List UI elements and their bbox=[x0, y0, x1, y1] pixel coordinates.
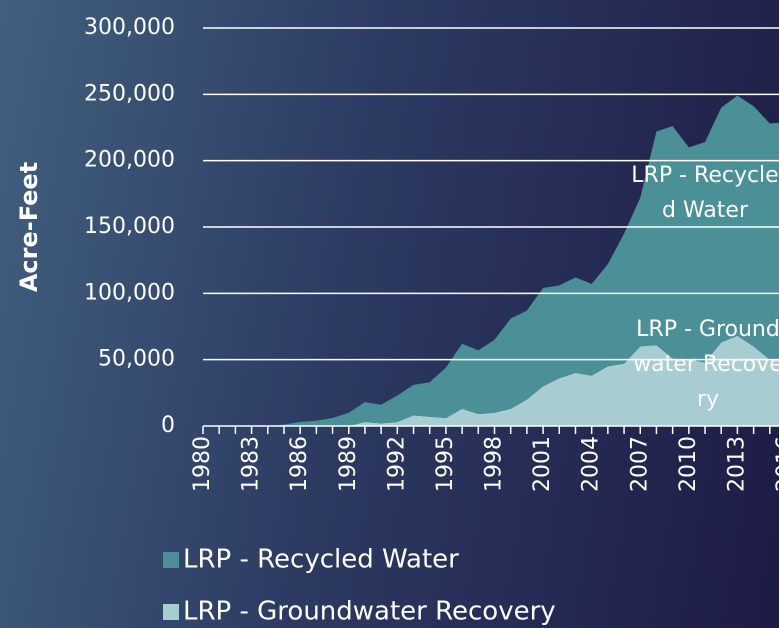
x-tick-label: 1998 bbox=[482, 436, 507, 492]
x-tick-label: 2001 bbox=[530, 436, 555, 492]
area-label: LRP - Groundwater Recovery bbox=[633, 317, 779, 412]
y-tick-label: 50,000 bbox=[98, 347, 175, 372]
legend-swatch bbox=[163, 552, 179, 568]
legend-swatch bbox=[163, 604, 179, 620]
legend-label: LRP - Groundwater Recovery bbox=[183, 597, 556, 627]
legend-label: LRP - Recycled Water bbox=[183, 545, 459, 575]
y-tick-label: 100,000 bbox=[84, 280, 175, 305]
area-label: LRP - Recycled Water bbox=[631, 163, 779, 223]
x-tick-label: 1986 bbox=[287, 436, 312, 492]
x-tick-label: 1992 bbox=[384, 436, 409, 492]
y-tick-label: 150,000 bbox=[84, 214, 175, 239]
area bbox=[203, 95, 779, 426]
x-tick-label: 2007 bbox=[627, 436, 652, 492]
y-tick-label: 200,000 bbox=[84, 148, 175, 173]
area bbox=[203, 335, 779, 426]
x-tick-label: 2016 bbox=[773, 436, 779, 492]
y-tick-label: 300,000 bbox=[84, 15, 175, 40]
x-tick-label: 1989 bbox=[336, 436, 361, 492]
x-tick-label: 1983 bbox=[239, 436, 264, 492]
x-tick-label: 2013 bbox=[724, 436, 749, 492]
y-axis-label: Acre-Feet bbox=[15, 162, 43, 292]
x-tick-label: 2004 bbox=[579, 436, 604, 492]
y-tick-label: 250,000 bbox=[84, 81, 175, 106]
x-tick-label: 1980 bbox=[190, 436, 215, 492]
x-tick-label: 1995 bbox=[433, 436, 458, 492]
x-tick-label: 2010 bbox=[676, 436, 701, 492]
area-label-text: LRP - Groundwater Recovery bbox=[633, 317, 779, 412]
y-tick-label: 0 bbox=[161, 413, 175, 438]
area-label-text: LRP - Recycled Water bbox=[631, 163, 779, 223]
